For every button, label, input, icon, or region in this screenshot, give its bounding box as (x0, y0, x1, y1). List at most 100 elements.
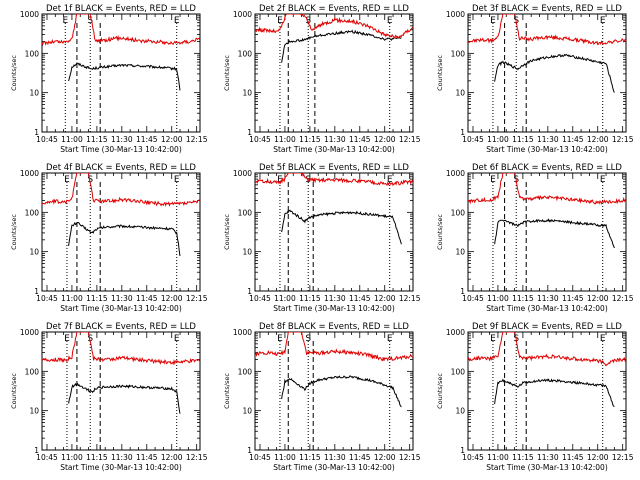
panel-title: Det 7f BLACK = Events, RED = LLD (46, 322, 196, 332)
panel-title: Det 2f BLACK = Events, RED = LLD (259, 4, 409, 14)
x-tick-label: 11:30 (537, 453, 559, 462)
y-axis-label: Counts/sec (10, 373, 18, 409)
y-tick-label: 100 (238, 367, 253, 376)
marker-label-end: E (600, 334, 606, 344)
x-tick-label: 12:00 (587, 453, 609, 462)
x-tick-label: 11:45 (562, 135, 584, 144)
x-tick-label: 12:00 (587, 135, 609, 144)
panel-title: Det 8f BLACK = Events, RED = LLD (259, 322, 409, 332)
x-tick-label: 12:00 (161, 453, 183, 462)
series-lld (42, 14, 200, 47)
x-tick-label: 12:00 (161, 294, 183, 303)
detector-panel: Det 6f BLACK = Events, RED = LLD 1 10 100 10… (436, 163, 634, 313)
x-tick-label: 10:45 (462, 294, 484, 303)
x-tick-label: 10:45 (36, 135, 58, 144)
marker-label-end: E (600, 16, 606, 26)
y-tick-label: 100 (25, 208, 40, 217)
x-tick-label: 11:15 (86, 135, 108, 144)
marker-label-start: E (62, 16, 68, 26)
x-axis-label: Start Time (30-Mar-13 10:42:00) (486, 463, 608, 472)
x-tick-label: 11:15 (512, 453, 534, 462)
marker-label-start: E (277, 175, 283, 185)
y-tick-label: 10 (29, 407, 39, 416)
series-events (281, 29, 402, 63)
y-tick-label: 1 (34, 446, 39, 455)
x-tick-label: 12:00 (161, 135, 183, 144)
marker-label-s: S (87, 16, 93, 26)
y-tick-label: 1000 (20, 328, 39, 337)
marker-label-s: S (87, 175, 93, 185)
marker-label-start: E (277, 334, 283, 344)
y-tick-label: 1 (247, 287, 252, 296)
x-tick-label: 11:45 (349, 294, 371, 303)
y-tick-label: 1 (460, 128, 465, 137)
x-tick-label: 12:15 (612, 135, 634, 144)
x-tick-label: 11:00 (274, 294, 296, 303)
y-tick-label: 100 (25, 367, 40, 376)
series-events (68, 382, 181, 414)
x-tick-label: 12:00 (374, 294, 396, 303)
y-tick-label: 1 (247, 128, 252, 137)
series-events (68, 221, 181, 257)
y-tick-label: 10 (29, 89, 39, 98)
plot-frame (467, 13, 627, 133)
y-axis-label: Counts/sec (10, 214, 18, 250)
x-tick-label: 12:15 (186, 453, 208, 462)
plot-frame (41, 172, 201, 292)
x-tick-label: 12:00 (374, 135, 396, 144)
detector-panel: Det 3f BLACK = Events, RED = LLD 1 10 100 10… (436, 4, 634, 154)
y-axis-label: Counts/sec (223, 373, 231, 409)
y-axis-label: Counts/sec (436, 214, 444, 250)
y-axis-label: Counts/sec (436, 55, 444, 91)
x-tick-label: 11:00 (487, 453, 509, 462)
x-tick-label: 10:45 (462, 135, 484, 144)
x-tick-label: 11:30 (111, 453, 133, 462)
y-tick-label: 100 (451, 49, 466, 58)
plot-frame (41, 331, 201, 451)
x-tick-label: 11:30 (111, 294, 133, 303)
y-tick-label: 1 (247, 446, 252, 455)
x-tick-label: 11:00 (487, 294, 509, 303)
x-tick-label: 11:45 (562, 453, 584, 462)
series-lld (468, 173, 626, 205)
x-tick-label: 10:45 (249, 135, 271, 144)
y-tick-label: 10 (455, 407, 465, 416)
x-axis-label: Start Time (30-Mar-13 10:42:00) (60, 304, 182, 313)
y-tick-label: 1000 (233, 169, 252, 178)
x-tick-label: 12:15 (399, 135, 421, 144)
x-tick-label: 11:30 (111, 135, 133, 144)
x-tick-label: 11:45 (562, 294, 584, 303)
x-tick-label: 11:45 (136, 453, 158, 462)
x-tick-label: 12:15 (399, 294, 421, 303)
marker-label-start: E (490, 334, 496, 344)
marker-label-end: E (387, 175, 393, 185)
detector-panel: Det 4f BLACK = Events, RED = LLD 1 10 100 10… (10, 163, 208, 313)
plot-frame (254, 172, 414, 292)
x-axis-label: Start Time (30-Mar-13 10:42:00) (273, 145, 395, 154)
y-axis-label: Counts/sec (436, 373, 444, 409)
x-tick-label: 12:15 (612, 294, 634, 303)
x-tick-label: 11:30 (324, 294, 346, 303)
x-tick-label: 11:30 (324, 135, 346, 144)
marker-label-end: E (174, 175, 180, 185)
marker-label-end: E (387, 334, 393, 344)
plot-frame (41, 13, 201, 133)
y-tick-label: 1000 (446, 10, 465, 19)
marker-label-end: E (387, 16, 393, 26)
y-tick-label: 1 (34, 128, 39, 137)
series-events (68, 62, 181, 91)
x-tick-label: 12:15 (186, 294, 208, 303)
x-tick-label: 11:15 (512, 294, 534, 303)
y-tick-label: 1000 (446, 169, 465, 178)
y-tick-label: 1000 (233, 10, 252, 19)
marker-label-start: E (277, 16, 283, 26)
detector-panel: Det 9f BLACK = Events, RED = LLD 1 10 100 10… (436, 322, 634, 472)
y-tick-label: 100 (25, 49, 40, 58)
panel-title: Det 3f BLACK = Events, RED = LLD (472, 4, 622, 14)
series-lld (255, 332, 413, 362)
y-tick-label: 10 (242, 407, 252, 416)
plot-frame (467, 331, 627, 451)
x-axis-label: Start Time (30-Mar-13 10:42:00) (60, 145, 182, 154)
x-tick-label: 10:45 (462, 453, 484, 462)
x-tick-label: 11:45 (349, 453, 371, 462)
